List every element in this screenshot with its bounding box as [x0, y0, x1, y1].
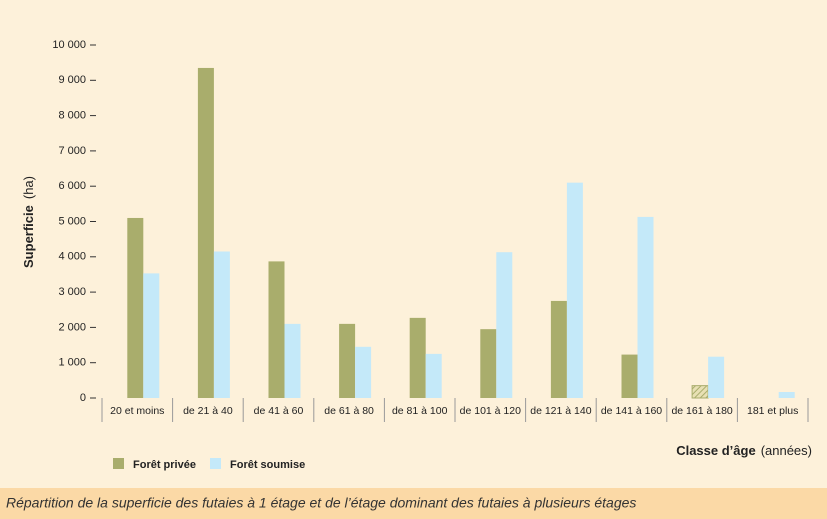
y-tick-label: 0: [80, 392, 86, 404]
x-unit: (années): [761, 443, 812, 458]
y-tick-label: 1 000: [58, 357, 86, 369]
x-label: Classe d’âge: [676, 443, 756, 458]
y-label: Superficie: [21, 205, 36, 268]
bar: [355, 346, 372, 398]
bar: [268, 261, 285, 398]
bar: [213, 251, 230, 398]
x-tick-label: de 81 à 100: [392, 405, 448, 417]
bar: [425, 353, 442, 398]
y-tick-label: 10 000: [52, 39, 86, 51]
bar: [691, 385, 709, 399]
y-tick-label: 9 000: [58, 74, 86, 86]
y-tick-label: 7 000: [58, 145, 86, 157]
y-tick-label: 6 000: [58, 180, 86, 192]
bar: [127, 217, 144, 398]
caption: Répartition de la superficie des futaies…: [6, 495, 636, 511]
legend-swatch: [210, 458, 221, 469]
legend-swatch: [113, 458, 124, 469]
bar: [197, 67, 214, 398]
bar: [284, 323, 301, 398]
bar: [637, 216, 654, 398]
y-tick-label: 4 000: [58, 251, 86, 263]
bar: [339, 323, 356, 398]
y-tick-label: 2 000: [58, 321, 86, 333]
bar: [496, 252, 513, 398]
legend-label: Forêt privée: [133, 459, 196, 471]
x-tick-label: 20 et moins: [110, 405, 164, 417]
bar: [143, 273, 160, 398]
bar: [480, 329, 497, 398]
y-tick-label: 3 000: [58, 286, 86, 298]
bar: [778, 391, 795, 398]
x-axis-label: Classe d’âge (années): [676, 443, 812, 458]
y-unit: (ha): [21, 176, 36, 199]
x-tick-label: de 161 à 180: [671, 405, 732, 417]
x-tick-label: 181 et plus: [747, 405, 798, 417]
x-tick-label: de 101 à 120: [460, 405, 521, 417]
y-tick-label: 5 000: [58, 215, 86, 227]
x-tick-label: de 41 à 60: [254, 405, 304, 417]
bar: [621, 354, 638, 398]
x-tick-label: de 61 à 80: [324, 405, 374, 417]
caption-bar: [0, 488, 827, 519]
x-tick-label: de 121 à 140: [530, 405, 591, 417]
bar: [708, 356, 725, 398]
bar: [409, 317, 426, 398]
x-tick-label: de 21 à 40: [183, 405, 233, 417]
legend-label: Forêt soumise: [230, 459, 305, 471]
bar: [566, 182, 583, 398]
y-tick-label: 8 000: [58, 110, 86, 122]
bar: [550, 300, 567, 398]
x-tick-label: de 141 à 160: [601, 405, 662, 417]
y-axis-label: Superficie (ha): [21, 176, 36, 268]
